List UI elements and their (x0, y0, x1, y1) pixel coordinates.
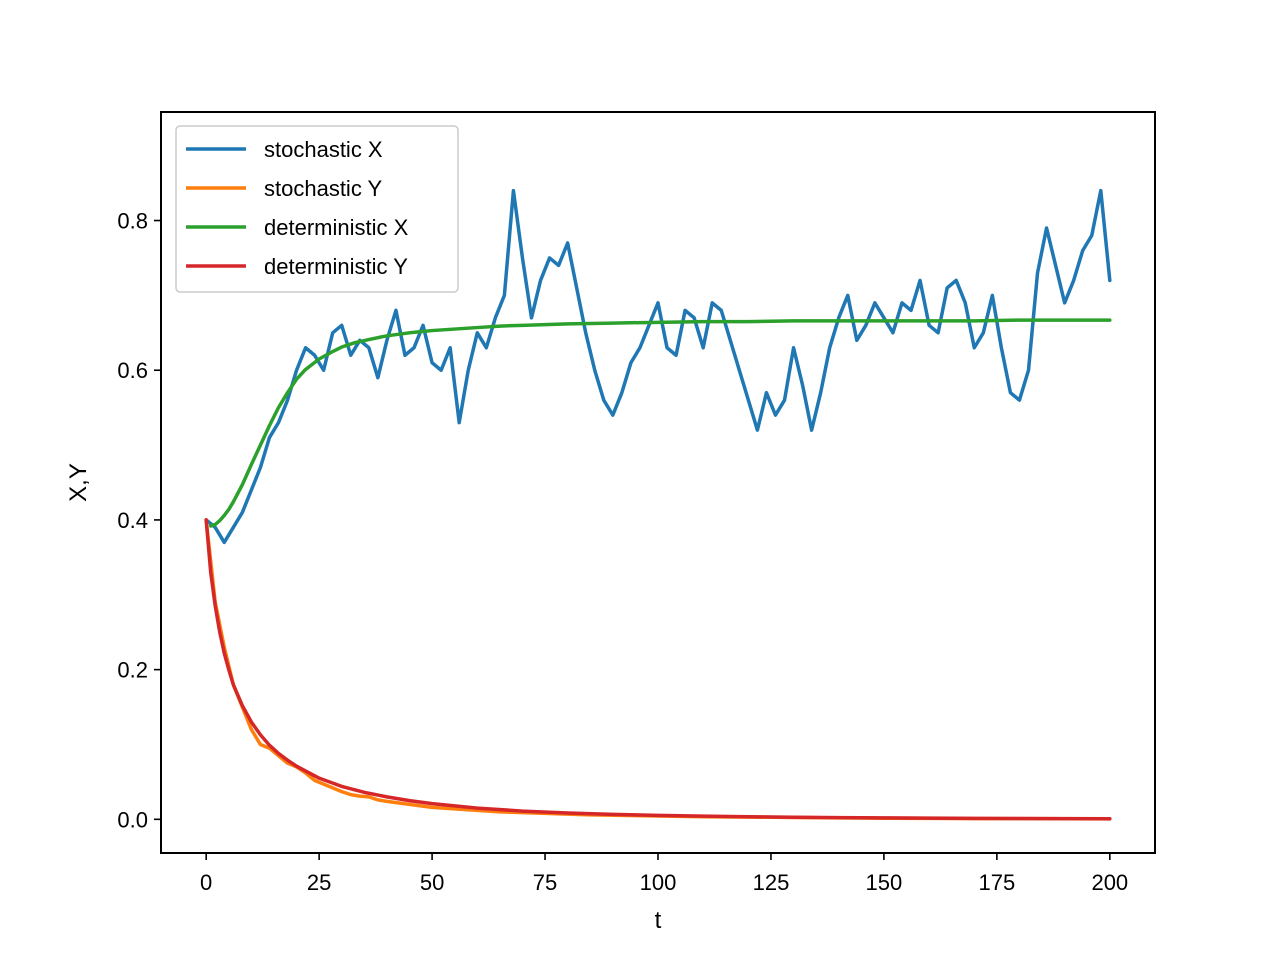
x-tick-label: 0 (200, 870, 212, 895)
series-layer (204, 188, 1112, 821)
y-tick-label: 0.6 (117, 358, 148, 383)
legend-label: deterministic Y (264, 254, 408, 279)
legend: stochastic X stochastic Y deterministic X d… (175, 125, 459, 293)
x-tick-label: 25 (307, 870, 331, 895)
series-line-0 (204, 188, 1112, 545)
y-axis: 0.0 0.2 0.4 0.6 0.8 (117, 209, 161, 832)
y-tick-label: 0.0 (117, 807, 148, 832)
x-tick-label: 150 (866, 870, 903, 895)
x-axis: 0 25 50 75 100 125 150 175 200 (200, 853, 1128, 895)
y-tick-label: 0.8 (117, 209, 148, 234)
legend-label: stochastic Y (264, 176, 383, 201)
series-line-2 (208, 318, 1112, 528)
legend-box (175, 125, 459, 293)
x-tick-label: 75 (533, 870, 557, 895)
x-tick-label: 125 (753, 870, 790, 895)
y-tick-label: 0.2 (117, 658, 148, 683)
legend-label: stochastic X (264, 137, 383, 162)
legend-label: deterministic X (264, 215, 409, 240)
series-line-3 (204, 518, 1112, 821)
x-axis-label: t (655, 907, 662, 934)
x-tick-label: 50 (420, 870, 444, 895)
x-tick-label: 100 (640, 870, 677, 895)
x-tick-label: 200 (1091, 870, 1128, 895)
y-axis-label: X,Y (65, 463, 92, 502)
x-tick-label: 175 (979, 870, 1016, 895)
y-tick-label: 0.4 (117, 508, 148, 533)
